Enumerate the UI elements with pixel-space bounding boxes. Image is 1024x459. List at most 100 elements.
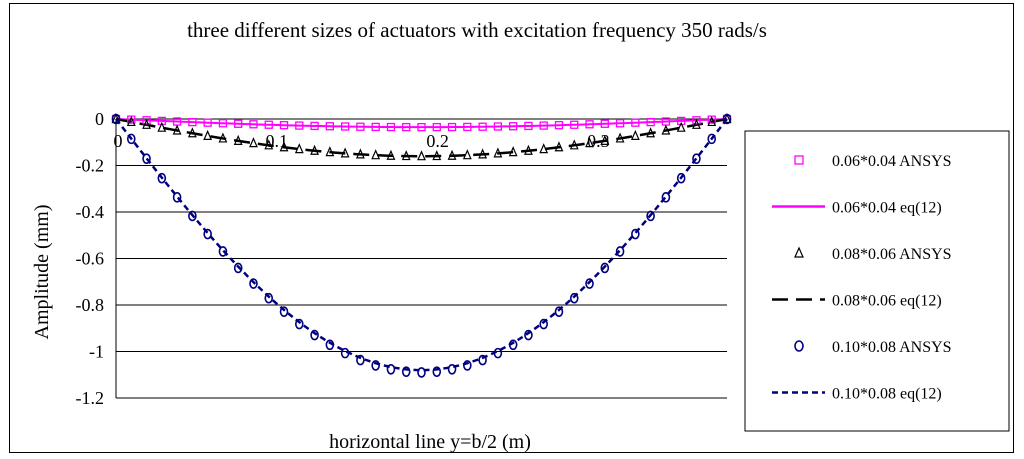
marker-triangle [187, 127, 197, 138]
marker-square [524, 121, 533, 131]
marker-square [585, 120, 594, 129]
legend-label: 0.06*0.04 ANSYS [832, 153, 952, 170]
marker-circle [600, 262, 610, 274]
plot-area [111, 113, 732, 378]
marker-triangle [233, 134, 243, 145]
marker-square [493, 122, 503, 131]
marker-triangle [447, 149, 457, 160]
marker-triangle [355, 148, 365, 159]
marker-triangle [539, 143, 549, 154]
marker-square [234, 119, 243, 128]
marker-circle [157, 172, 167, 184]
chart-title: three different sizes of actuators with … [187, 18, 767, 42]
marker-triangle [722, 113, 732, 124]
marker-triangle [157, 121, 167, 132]
marker-triangle [707, 115, 717, 127]
marker-triangle [794, 246, 804, 258]
marker-circle [794, 340, 804, 352]
marker-square [646, 117, 655, 127]
marker-square [325, 122, 335, 131]
marker-circle [264, 292, 274, 304]
marker-circle [447, 364, 457, 375]
legend-label: 0.08*0.06 ANSYS [832, 246, 952, 263]
y-tick-label: -0.4 [76, 202, 105, 222]
marker-square [402, 122, 411, 132]
marker-circle [508, 339, 518, 351]
marker-triangle [172, 124, 182, 135]
marker-triangle [386, 149, 396, 160]
marker-square [340, 122, 350, 131]
legend-label: 0.08*0.06 eq(12) [832, 293, 942, 310]
marker-circle [524, 329, 533, 341]
marker-triangle [432, 150, 442, 161]
series-line [115, 118, 728, 372]
marker-triangle [264, 139, 274, 150]
marker-circle [340, 347, 350, 359]
marker-square [692, 116, 701, 125]
marker-triangle [218, 132, 228, 143]
x-tick-label: 0 [114, 131, 123, 151]
marker-circle [172, 192, 182, 203]
legend-item: 0.08*0.06 ANSYS [794, 246, 952, 263]
legend-item: 0.06*0.04 ANSYS [794, 153, 952, 170]
marker-triangle [508, 146, 518, 157]
marker-square [249, 120, 258, 129]
y-tick-label: -0.6 [76, 249, 105, 269]
marker-circle [233, 262, 243, 274]
marker-triangle [340, 147, 350, 158]
marker-triangle [630, 129, 640, 140]
marker-circle [631, 228, 640, 240]
marker-circle [661, 192, 671, 203]
marker-square [279, 121, 289, 130]
y-tick-label: 0 [95, 109, 104, 129]
marker-triangle [462, 149, 472, 160]
y-tick-label: -0.2 [76, 156, 105, 176]
marker-circle [676, 172, 686, 184]
legend-box [744, 130, 1010, 432]
marker-circle [325, 339, 335, 351]
marker-triangle [203, 129, 213, 140]
tick-labels: 0 -0.2 -0.4 -0.6 -0.8 -1 -1.2 0 0.1 0.2 0.3 [76, 109, 610, 408]
marker-square [570, 120, 579, 129]
y-tick-label: -1.2 [76, 388, 105, 408]
marker-square [463, 122, 472, 132]
marker-square [218, 119, 228, 128]
x-tick-label: 0.1 [266, 131, 289, 151]
marker-square [417, 122, 426, 132]
legend-items: 0.06*0.04 ANSYS 0.06*0.04 eq(12) 0.08*0.06… [772, 153, 952, 403]
marker-circle [539, 318, 549, 330]
marker-square [356, 122, 365, 131]
marker-circle [142, 153, 151, 164]
chart-svg: three different sizes of actuators with … [31, 18, 1010, 453]
marker-triangle [585, 137, 594, 148]
marker-square [264, 120, 273, 129]
marker-square [539, 121, 548, 130]
marker-circle [432, 366, 442, 377]
grid-lines [115, 118, 727, 399]
marker-square [142, 116, 151, 125]
marker-circle [294, 318, 304, 330]
marker-triangle [493, 147, 503, 158]
marker-circle [615, 246, 625, 257]
marker-circle [493, 347, 503, 359]
marker-square [188, 117, 197, 127]
marker-triangle [111, 113, 121, 124]
legend-label: 0.06*0.04 eq(12) [832, 200, 942, 217]
y-axis-title: Amplitude (mm) [31, 205, 53, 340]
legend-item: 0.10*0.08 ANSYS [794, 339, 952, 356]
marker-triangle [676, 121, 686, 132]
series-line [115, 118, 728, 129]
marker-circle [371, 360, 380, 371]
marker-triangle [646, 127, 656, 138]
marker-triangle [126, 115, 136, 127]
marker-triangle [417, 150, 426, 161]
legend-item: 0.08*0.06 eq(12) [772, 293, 942, 310]
marker-square [631, 118, 640, 127]
marker-circle [569, 292, 579, 304]
marker-square [478, 122, 487, 131]
marker-triangle [294, 143, 304, 154]
marker-triangle [279, 141, 289, 152]
marker-circle [692, 153, 701, 164]
marker-triangle [371, 149, 381, 160]
marker-circle [218, 246, 228, 257]
